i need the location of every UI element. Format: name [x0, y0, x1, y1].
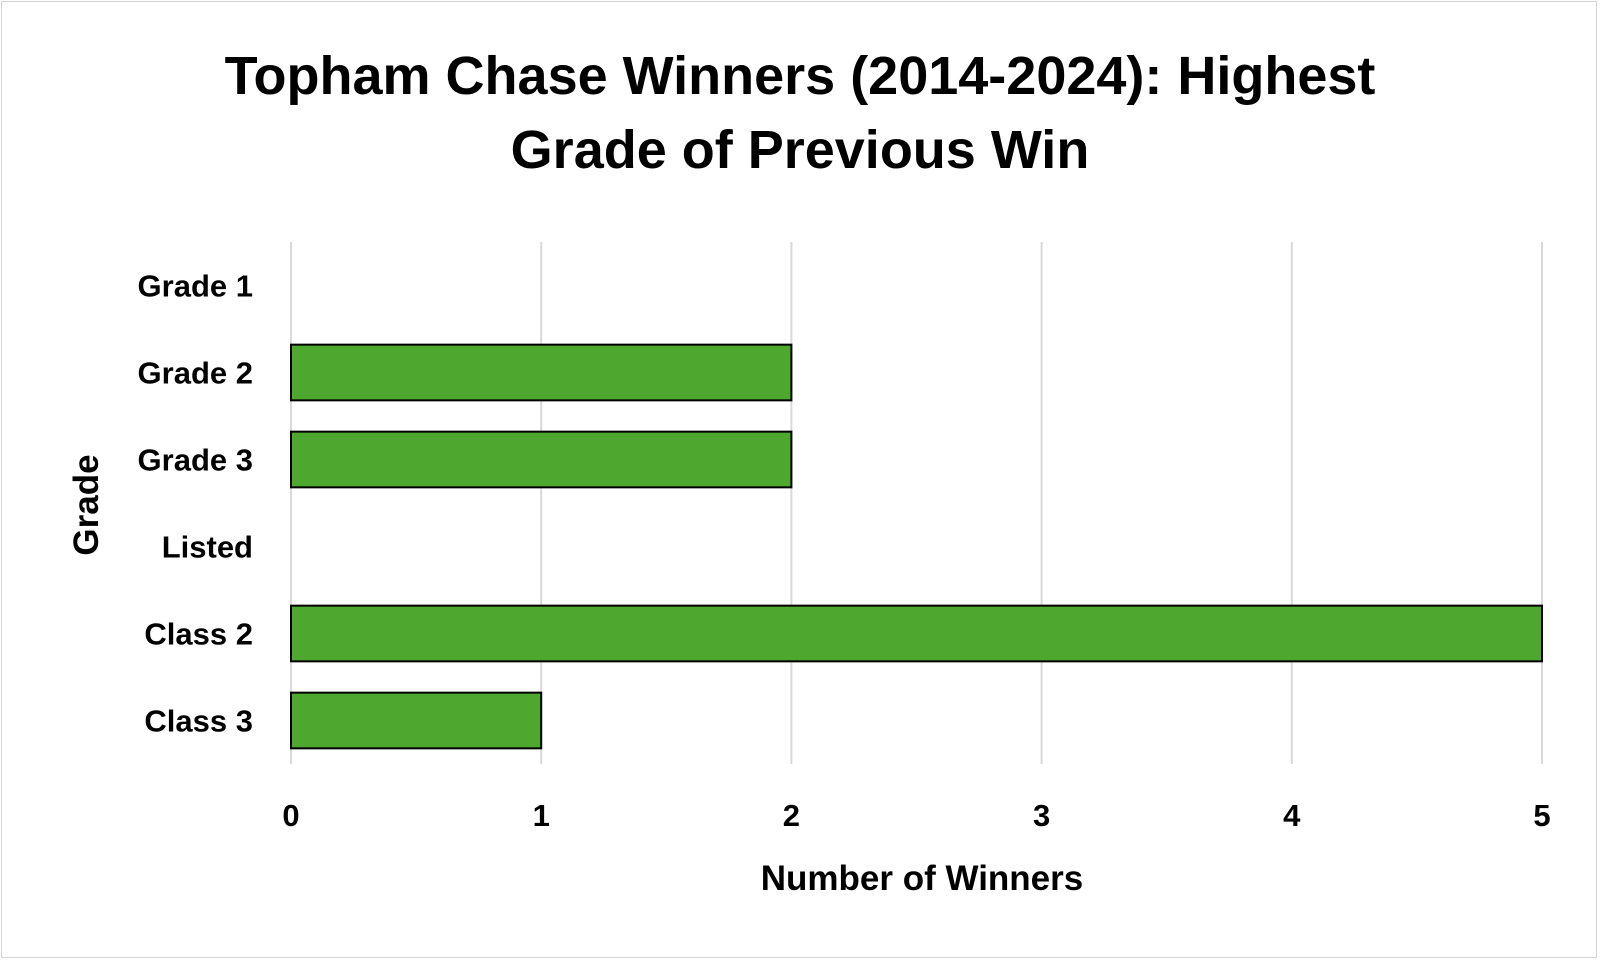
- x-tick-label: 5: [1533, 798, 1550, 833]
- y-tick-label: Listed: [162, 530, 253, 565]
- y-tick-label: Class 2: [144, 617, 253, 652]
- x-tick-label: 0: [282, 798, 299, 833]
- x-tick-label: 3: [1033, 798, 1050, 833]
- y-tick-label: Class 3: [144, 704, 253, 739]
- y-tick-label: Grade 1: [138, 269, 253, 304]
- y-tick-label: Grade 2: [138, 356, 253, 391]
- y-tick-labels: Grade 1 Grade 2 Grade 3 Listed Class 2 Class …: [138, 269, 253, 739]
- bar-class-2: [290, 604, 1543, 663]
- x-tick-label: 1: [533, 798, 550, 833]
- bar-grade-2: [290, 343, 793, 402]
- chart-title-line-1: Topham Chase Winners (2014-2024): Highes…: [225, 46, 1376, 106]
- y-tick-label: Grade 3: [138, 443, 253, 478]
- x-tick-label: 4: [1283, 798, 1301, 833]
- bars: [290, 343, 1543, 750]
- chart-title-line-2: Grade of Previous Win: [511, 120, 1090, 180]
- x-axis-title: Number of Winners: [761, 859, 1084, 898]
- x-tick-label: 2: [783, 798, 800, 833]
- gridlines: [290, 242, 1543, 764]
- bar-class-3: [290, 691, 543, 750]
- x-tick-labels: 0 1 2 3 4 5: [282, 798, 1550, 833]
- y-axis-title: Grade: [67, 454, 106, 555]
- bar-grade-3: [290, 430, 793, 489]
